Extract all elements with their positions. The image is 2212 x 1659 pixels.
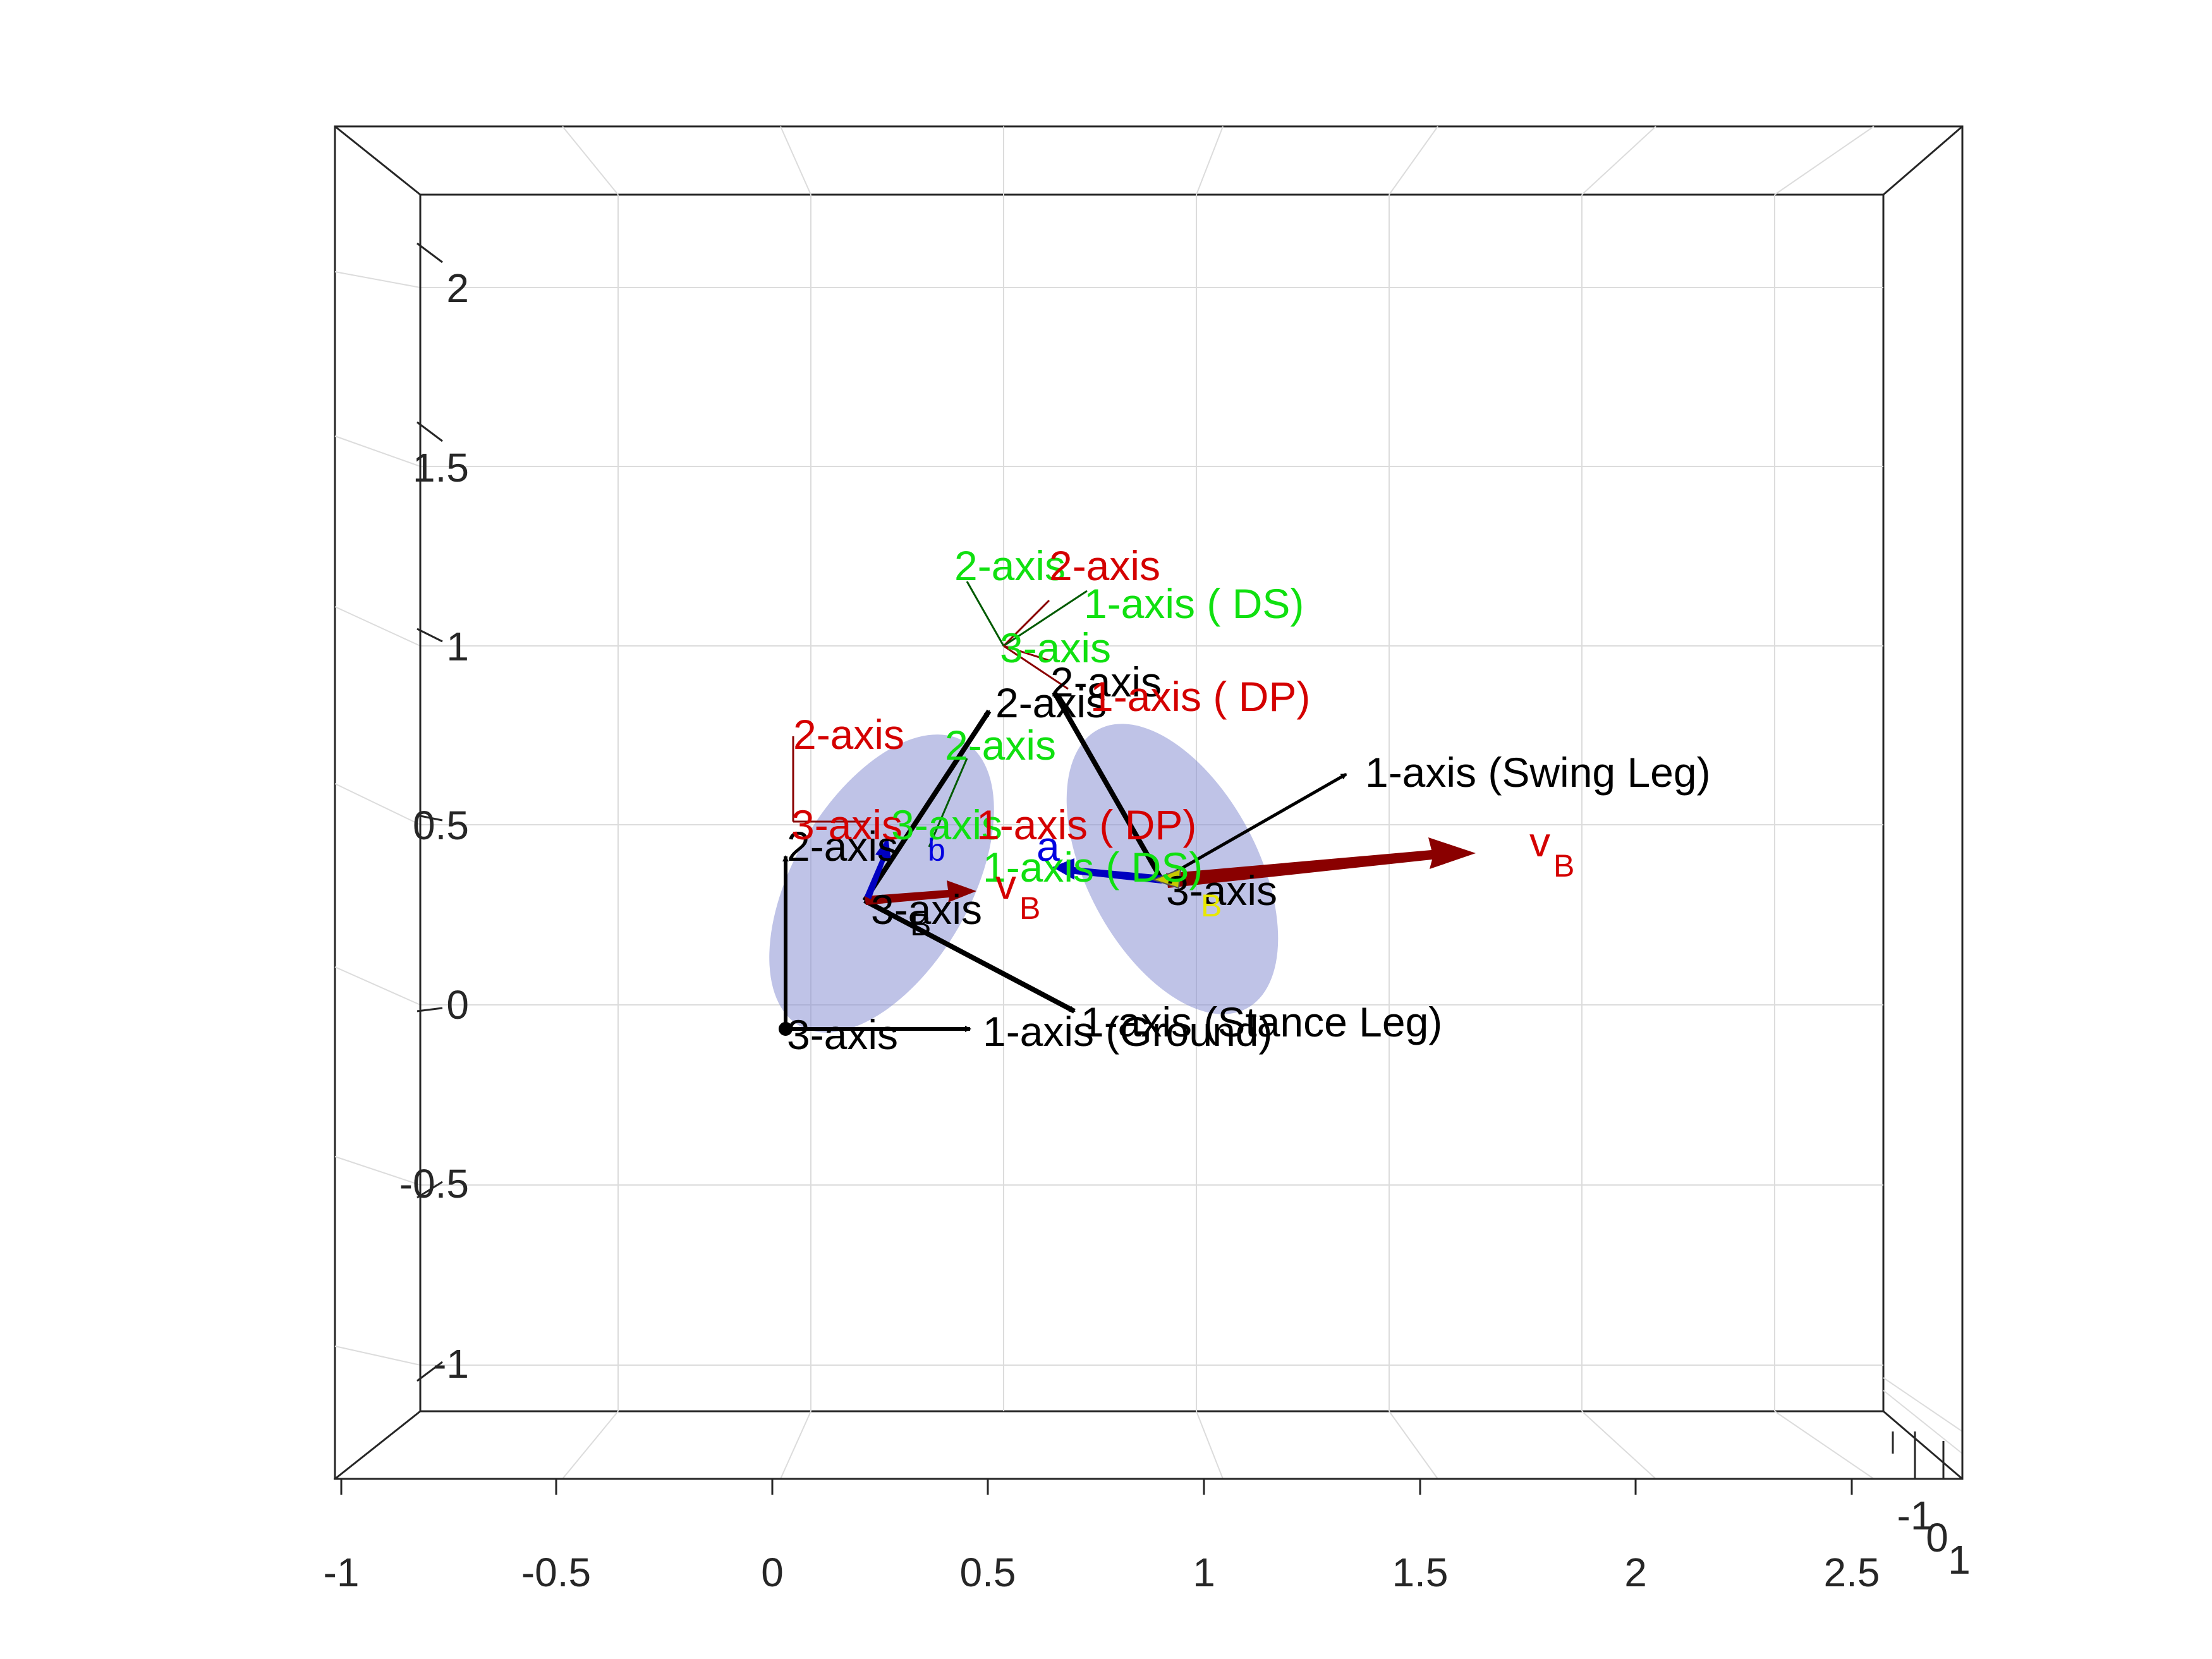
body-frames bbox=[792, 581, 1088, 848]
z-tick-label: -1 bbox=[1897, 1493, 1933, 1538]
y-tick-label: -0.5 bbox=[399, 1161, 469, 1206]
lower-dp-three-label: 3-axis bbox=[791, 801, 902, 848]
x-tick-label: -0.5 bbox=[521, 1550, 591, 1595]
y-tick-label: 0.5 bbox=[413, 803, 469, 848]
lower-dp-one-label: 1-axis ( DP) bbox=[976, 801, 1196, 848]
yellow-marker bbox=[1152, 868, 1182, 889]
ground-three-label: 3-axis bbox=[787, 1011, 898, 1058]
dp-one-label: 1-axis ( DP) bbox=[1090, 673, 1310, 720]
stance-three-label: 3-axis bbox=[871, 886, 982, 933]
swing-two-label: 2-axis bbox=[1050, 659, 1162, 705]
swing-three-label: 3-axis bbox=[1166, 867, 1277, 914]
x-tick-label: 0.5 bbox=[960, 1550, 1016, 1595]
ellipsoids bbox=[769, 724, 1279, 1033]
x-axis: -1 -0.5 0 0.5 1 1.5 2 2.5 bbox=[324, 1478, 1962, 1595]
b-yellow-label: B bbox=[1201, 888, 1222, 923]
dp-two-label: 2-axis bbox=[1049, 542, 1160, 589]
z-axis: -1 0 1 bbox=[1892, 1403, 1971, 1583]
vb-big-label: vB bbox=[1529, 818, 1574, 884]
z-tick-label: 0 bbox=[1926, 1515, 1948, 1560]
lower-ds-two-label: 2-axis bbox=[945, 722, 1056, 769]
y-tick-label: 1 bbox=[446, 624, 469, 669]
blue-arrow-a bbox=[1052, 858, 1162, 884]
y-tick-label: 2 bbox=[446, 265, 469, 311]
x-tick-label: 1 bbox=[1193, 1550, 1215, 1595]
lower-dp-two-label: 2-axis bbox=[793, 711, 904, 758]
b-black-label: B bbox=[910, 907, 931, 942]
x-tick-label: 2 bbox=[1624, 1550, 1647, 1595]
ellipsoid-right bbox=[1066, 724, 1279, 1014]
x-tick-label: 2.5 bbox=[1824, 1550, 1880, 1595]
velocity-arrows bbox=[865, 837, 1476, 905]
vb-small-label: vB bbox=[995, 861, 1040, 926]
ellipsoid-left bbox=[769, 734, 994, 1033]
ground-frame bbox=[779, 855, 971, 1036]
y-tick-label: 0 bbox=[446, 982, 469, 1028]
a-blue-label: a bbox=[1036, 823, 1060, 870]
labels: 3-axis 2-axis 1-axis (Ground) 1-axis (St… bbox=[787, 542, 1711, 1058]
ground-one-label: 1-axis (Ground) bbox=[983, 1008, 1273, 1055]
x-tick-label: 0 bbox=[761, 1550, 784, 1595]
vb-big-arrow bbox=[1166, 837, 1476, 888]
stance-one-label: 1-axis (Stance Leg) bbox=[1081, 999, 1442, 1045]
x-tick-label: -1 bbox=[324, 1550, 360, 1595]
y-axis: 2 1.5 1 0.5 0 -0.5 -1 bbox=[399, 195, 469, 1411]
vb-small-arrow bbox=[865, 880, 976, 905]
leg-frames bbox=[862, 691, 1347, 1014]
x-tick-label: 1.5 bbox=[1392, 1550, 1449, 1595]
lower-ds-one-label: 1-axis ( DS) bbox=[983, 844, 1203, 890]
y-tick-label: 1.5 bbox=[413, 445, 469, 490]
blue-arrow-b bbox=[865, 837, 891, 899]
y-tick-label: -1 bbox=[433, 1341, 469, 1387]
b-blue-label: b bbox=[928, 832, 945, 868]
swing-one-label: 1-axis (Swing Leg) bbox=[1365, 749, 1711, 796]
ground-two-label: 2-axis bbox=[787, 823, 898, 870]
ds-two-label: 2-axis bbox=[954, 542, 1066, 589]
z-tick-label: 1 bbox=[1948, 1537, 1971, 1583]
lower-ds-three-label: 3-axis bbox=[891, 801, 1002, 848]
stance-two-label: 2-axis bbox=[995, 679, 1107, 726]
ds-one-label: 1-axis ( DS) bbox=[1084, 580, 1304, 627]
ds-three-label: 3-axis bbox=[1000, 624, 1111, 671]
